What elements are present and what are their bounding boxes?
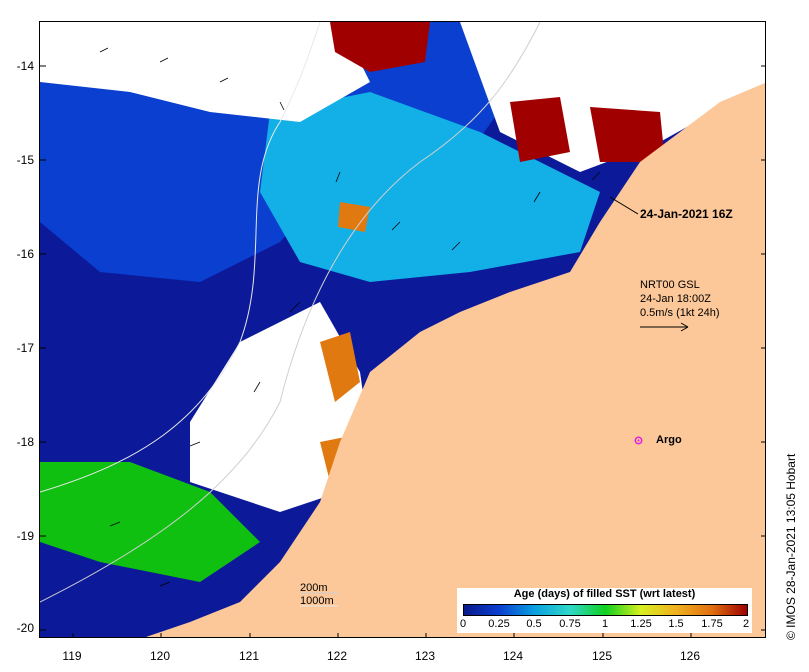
colorbar-tick: 0.75 <box>559 618 581 630</box>
ocean-light-region <box>260 92 600 282</box>
colorbar-tick: 1.5 <box>668 618 684 630</box>
vector-legend-arrowhead <box>680 322 689 332</box>
colorbar-tick: 0.25 <box>488 618 510 630</box>
depth-contour-200m <box>40 22 541 603</box>
lat-label: -20 <box>16 621 34 635</box>
colorbar-tick: 0.5 <box>526 618 542 630</box>
colorbar-tick: 1.75 <box>701 618 723 630</box>
lat-label: -19 <box>16 529 34 543</box>
vector-legend-scale: 0.5m/s (1kt 24h) <box>640 307 720 319</box>
vector-legend-source: NRT00 GSL <box>640 279 700 291</box>
lat-label: -14 <box>16 59 34 73</box>
lon-label: 125 <box>591 649 613 663</box>
colorbar-tick: 1.25 <box>630 618 652 630</box>
lat-label: -17 <box>16 341 34 355</box>
lon-label: 122 <box>326 649 348 663</box>
argo-label: Argo <box>656 434 682 446</box>
red-patch-east <box>510 97 570 162</box>
land <box>145 82 765 637</box>
map-timestamp: 24-Jan-2021 16Z <box>640 207 733 221</box>
lon-label: 123 <box>414 649 436 663</box>
timestamp-pointer <box>609 196 639 215</box>
current-vectors <box>99 47 601 587</box>
colorbar: Age (days) of filled SST (wrt latest) 0 … <box>457 588 752 633</box>
lon-label: 119 <box>62 649 82 663</box>
no-data-region-north <box>40 22 370 122</box>
colorbar-tick: 2 <box>742 618 750 630</box>
colorbar-ramp <box>463 604 748 616</box>
contour-legend-200m: 200m <box>300 582 328 594</box>
contour-legend-1000m: 1000m <box>300 595 334 607</box>
lat-label: -16 <box>16 247 34 261</box>
colorbar-tick: 1 <box>601 618 609 630</box>
colorbar-tick: 0 <box>459 618 467 630</box>
sst-map <box>40 22 765 637</box>
green-patch-sw <box>40 462 260 582</box>
vector-legend-time: 24-Jan 18:00Z <box>640 293 711 305</box>
depth-contour-1000m <box>40 22 321 493</box>
graticule-ticks <box>40 65 765 637</box>
orange-patch-3 <box>338 202 370 232</box>
lon-label: 124 <box>502 649 524 663</box>
red-patch-north <box>330 22 430 72</box>
lat-label: -15 <box>16 153 34 167</box>
argo-float-icon <box>634 436 643 445</box>
lon-label: 121 <box>238 649 260 663</box>
imos-credit: © IMOS 28-Jan-2021 13:05 Hobart <box>784 453 798 640</box>
map-panel <box>39 21 766 638</box>
contour-legend: 200m 1000m <box>300 582 334 608</box>
orange-patch-1 <box>320 332 360 402</box>
lon-label: 120 <box>149 649 171 663</box>
vector-legend: NRT00 GSL 24-Jan 18:00Z 0.5m/s (1kt 24h) <box>640 278 719 320</box>
lon-label: 126 <box>679 649 701 663</box>
lat-label: -18 <box>16 435 34 449</box>
colorbar-title: Age (days) of filled SST (wrt latest) <box>513 588 696 600</box>
red-patch-ne <box>590 107 665 162</box>
